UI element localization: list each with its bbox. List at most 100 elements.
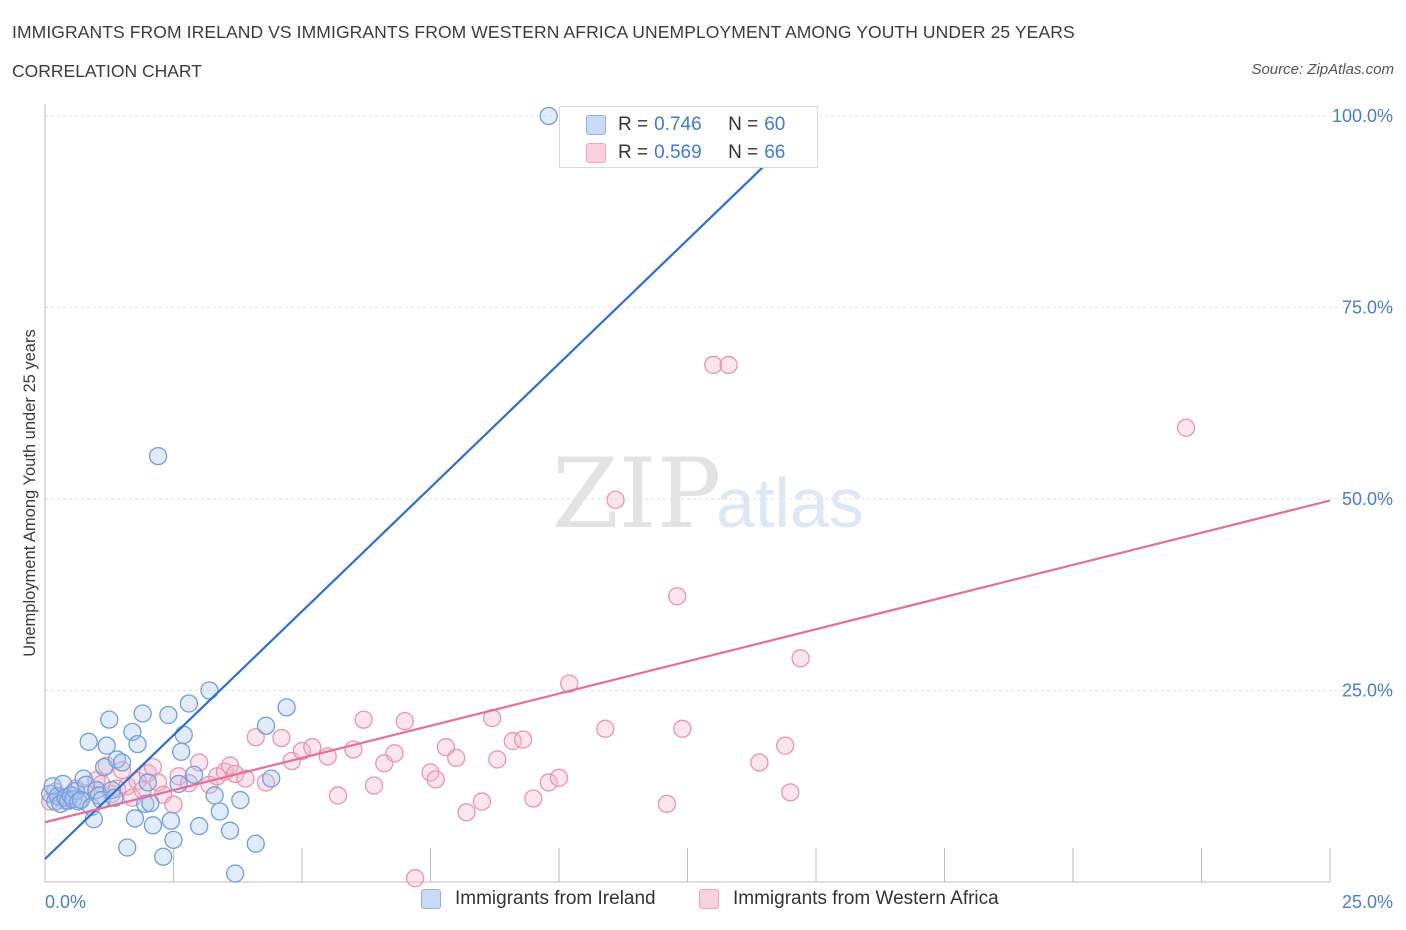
series-legend: Immigrants from Ireland Immigrants from … — [0, 888, 1406, 916]
data-point — [231, 790, 250, 810]
y-tick-label: 50.0% — [1342, 489, 1393, 509]
data-point — [112, 753, 132, 772]
data-point — [100, 710, 119, 729]
watermark-atlas: atlas — [716, 464, 864, 542]
watermark-zip: ZIP — [552, 438, 721, 550]
n-value: 66 — [764, 142, 786, 163]
data-point — [262, 769, 281, 788]
y-axis-label: Unemployment Among Youth under 25 years — [21, 329, 39, 656]
x-tick-label: 0.0% — [45, 892, 86, 912]
data-point — [472, 792, 492, 811]
y-tick-label: 75.0% — [1342, 298, 1393, 318]
x-tick-label: 25.0% — [1342, 892, 1393, 912]
x-tick-labels: 0.0% 25.0% — [45, 892, 1393, 912]
data-point — [161, 811, 181, 830]
data-point — [606, 490, 625, 509]
data-point — [668, 587, 687, 606]
y-tick-label: 25.0% — [1342, 681, 1393, 701]
legend-row-ireland: R = 0.746 N = 60 — [560, 111, 785, 139]
ireland-legend-swatch — [421, 889, 441, 909]
data-point — [447, 748, 466, 768]
data-point — [148, 446, 168, 466]
data-point — [190, 816, 209, 836]
data-point — [200, 681, 219, 700]
data-point — [781, 783, 800, 802]
data-point — [118, 838, 137, 857]
data-point — [226, 864, 245, 883]
data-point — [236, 769, 255, 788]
data-point — [657, 794, 677, 814]
data-point — [138, 773, 157, 792]
legend-label-ireland: Immigrants from Ireland — [455, 888, 656, 909]
data-point — [105, 788, 124, 807]
data-point — [488, 750, 507, 769]
data-point — [776, 736, 795, 755]
data-point — [79, 732, 98, 751]
chart-title: IMMIGRANTS FROM IRELAND VS IMMIGRANTS FR… — [12, 22, 1075, 42]
source-label: Source: ZipAtlas.com — [1251, 61, 1394, 78]
data-point — [143, 816, 163, 835]
trend-line-western-africa — [44, 499, 1331, 824]
ireland-points — [40, 106, 702, 883]
data-point — [673, 719, 692, 738]
data-point — [791, 649, 810, 668]
data-point — [210, 802, 229, 821]
data-point — [246, 834, 265, 853]
trend-line-ireland — [44, 115, 817, 860]
n-label: N = — [728, 142, 759, 163]
data-point — [457, 803, 476, 822]
data-point — [246, 728, 265, 747]
x-axis-ticks — [44, 848, 1331, 882]
data-point — [184, 765, 204, 784]
legend-row-western-africa: R = 0.569 N = 66 — [560, 139, 785, 167]
y-tick-labels: 25.0% 50.0% 75.0% 100.0% — [1332, 106, 1393, 701]
data-point — [164, 795, 183, 814]
r-value: 0.569 — [654, 142, 702, 163]
data-point — [76, 775, 96, 794]
data-point — [395, 711, 414, 731]
western-africa-swatch — [586, 143, 606, 163]
data-point — [179, 694, 199, 713]
data-point — [328, 786, 348, 805]
data-point — [596, 719, 615, 738]
data-point — [136, 794, 155, 814]
r-label: R = — [618, 114, 649, 135]
data-point — [385, 744, 404, 763]
data-point — [549, 768, 569, 787]
data-point — [539, 106, 558, 126]
data-point — [704, 355, 723, 375]
data-point — [97, 736, 116, 755]
western-africa-points — [40, 355, 1196, 888]
data-point — [133, 704, 152, 723]
data-point — [364, 776, 384, 795]
correlation-legend: R = 0.746 N = 60 R = 0.569 N = 66 — [559, 106, 818, 168]
data-point — [159, 705, 178, 725]
legend-item-western-africa[interactable]: Immigrants from Western Africa — [699, 888, 999, 910]
n-value: 60 — [764, 114, 786, 135]
trend-lines — [44, 115, 1331, 860]
data-point — [292, 741, 312, 761]
data-point — [169, 767, 188, 786]
ireland-swatch — [586, 115, 606, 135]
legend-item-ireland[interactable]: Immigrants from Ireland — [421, 888, 656, 910]
data-point — [112, 761, 132, 780]
n-label: N = — [728, 114, 759, 135]
data-point — [141, 793, 160, 813]
data-point — [513, 730, 533, 749]
y-tick-label: 100.0% — [1332, 106, 1393, 126]
data-point — [125, 809, 145, 828]
data-point — [220, 821, 240, 840]
data-point — [524, 789, 543, 808]
data-point — [426, 770, 445, 789]
data-point — [719, 355, 738, 375]
watermark: ZIP atlas — [552, 438, 864, 550]
data-point — [354, 710, 373, 729]
data-point — [256, 716, 276, 735]
data-point — [1176, 418, 1196, 437]
data-point — [277, 698, 296, 717]
data-point — [172, 742, 191, 761]
r-label: R = — [618, 142, 649, 163]
data-point — [539, 773, 558, 792]
data-point — [205, 786, 224, 805]
